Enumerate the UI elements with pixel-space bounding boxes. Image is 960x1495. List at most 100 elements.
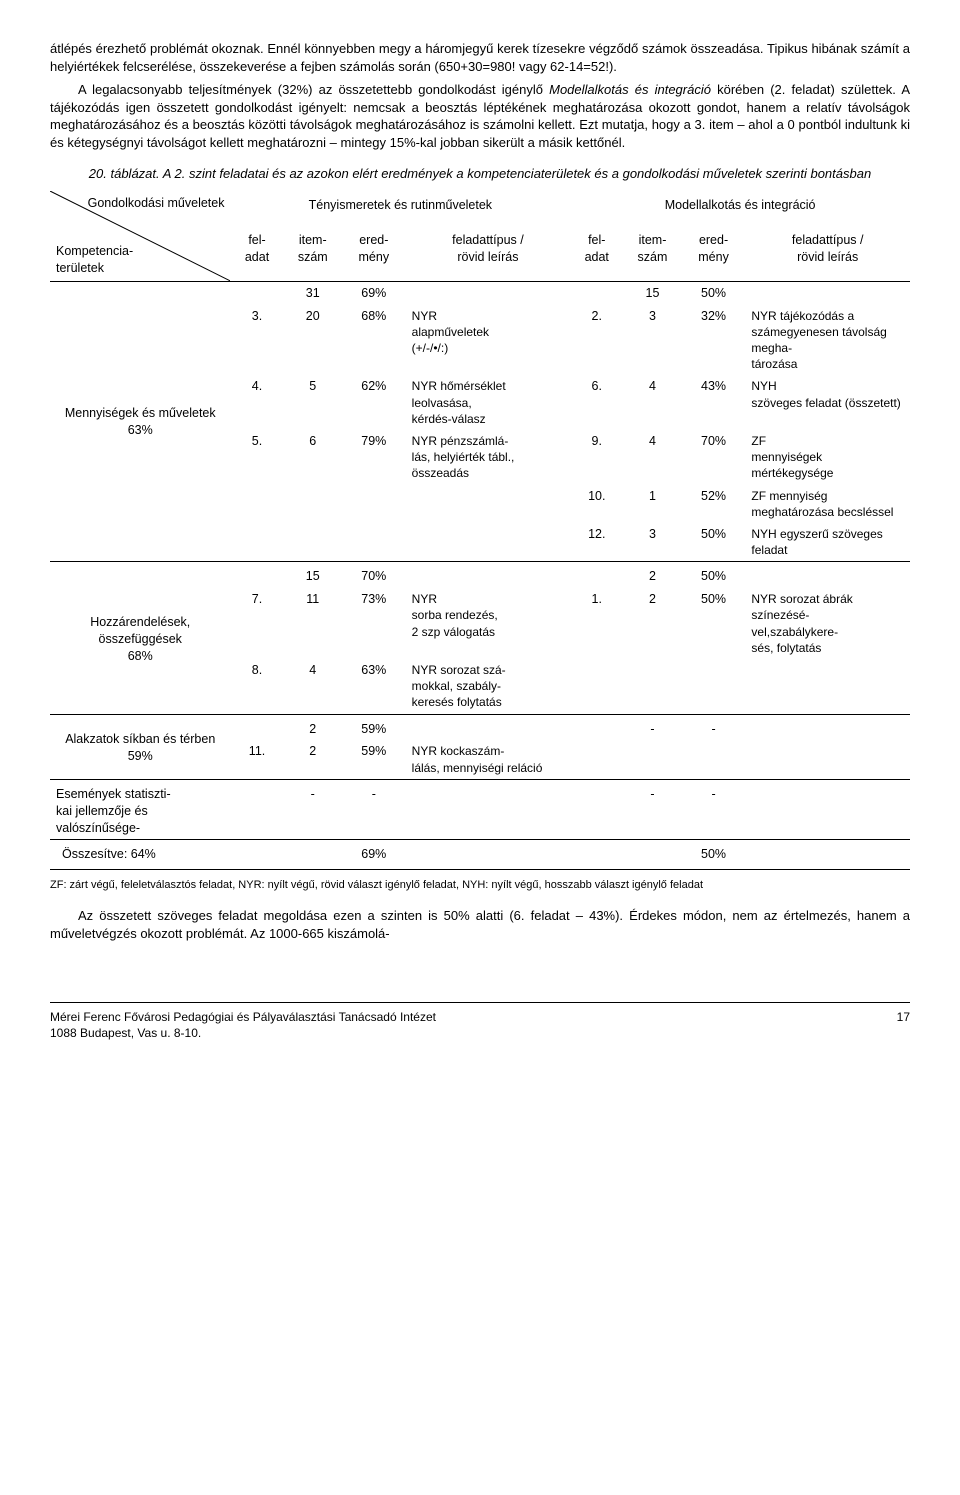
cell: 63% xyxy=(342,659,406,714)
cell: NYR hőmérséklet leolvasása, kérdés-válas… xyxy=(406,375,571,430)
cell: ZF mennyiségek mértékegysége xyxy=(745,430,910,485)
cell: 20 xyxy=(284,305,342,376)
cell: 1 xyxy=(623,485,681,523)
table-row: Mennyiségek és műveletek 63% 3169% 1550% xyxy=(50,281,910,304)
cell: 5 xyxy=(284,375,342,430)
cell: 4 xyxy=(284,659,342,714)
cell: 3 xyxy=(623,523,681,562)
paragraph-1: átlépés érezhető problémát okoznak. Enné… xyxy=(50,40,910,75)
table-row: Alakzatok síkban és térben 59% 259% -- xyxy=(50,714,910,740)
cell: NYR alapműveletek (+/-/•/:) xyxy=(406,305,571,376)
row4-label: Események statiszti- kai jellemzője és v… xyxy=(50,779,230,840)
cell: 69% xyxy=(342,281,406,304)
cell: 70% xyxy=(682,430,746,485)
col-fel-1: fel- adat xyxy=(230,229,283,281)
diagonal-header: Gondolkodási műveletek Kompetencia- terü… xyxy=(50,191,230,282)
cell: 59% xyxy=(342,714,406,740)
col-item-1: item- szám xyxy=(284,229,342,281)
cell: 6. xyxy=(570,375,623,430)
cell: 50% xyxy=(682,588,746,659)
cell: 15 xyxy=(284,562,342,588)
cell: 62% xyxy=(342,375,406,430)
table-legend: ZF: zárt végű, feleletválasztós feladat,… xyxy=(50,878,910,893)
cell: - xyxy=(284,779,342,840)
col-desc-2: feladattípus / rövid leírás xyxy=(745,229,910,281)
cell: 3 xyxy=(623,305,681,376)
group-header-row: Gondolkodási műveletek Kompetencia- terü… xyxy=(50,191,910,229)
footer-institution: Mérei Ferenc Fővárosi Pedagógiai és Pály… xyxy=(50,1009,436,1025)
para2-b: Modellalkotás és integráció xyxy=(549,82,711,97)
col-ered-1: ered- mény xyxy=(342,229,406,281)
table-row: Események statiszti- kai jellemzője és v… xyxy=(50,779,910,840)
cell: 8. xyxy=(230,659,283,714)
table-row: Hozzárendelések, összefüggések 68% 1570%… xyxy=(50,562,910,588)
cell: 50% xyxy=(682,562,746,588)
results-table: Gondolkodási műveletek Kompetencia- terü… xyxy=(50,191,910,870)
cell: 4 xyxy=(623,430,681,485)
cell: 79% xyxy=(342,430,406,485)
cell: 2 xyxy=(623,588,681,659)
cell: 68% xyxy=(342,305,406,376)
footer-address: 1088 Budapest, Vas u. 8-10. xyxy=(50,1025,436,1041)
para2-a: A legalacsonyabb teljesítmények (32%) az… xyxy=(78,82,549,97)
cell: ZF mennyiség meghatározása becsléssel xyxy=(745,485,910,523)
row3-label: Alakzatok síkban és térben 59% xyxy=(50,714,230,779)
cell: 6 xyxy=(284,430,342,485)
cell: - xyxy=(623,779,681,840)
cell: 59% xyxy=(342,740,406,779)
total-row: Összesítve: 64% 69% 50% xyxy=(50,840,910,870)
page-footer: Mérei Ferenc Fővárosi Pedagógiai és Pály… xyxy=(50,1002,910,1041)
cell: - xyxy=(623,714,681,740)
cell: 31 xyxy=(284,281,342,304)
group2-header: Modellalkotás és integráció xyxy=(570,191,910,229)
cell: NYR sorozat ábrák színezésé- vel,szabály… xyxy=(745,588,910,659)
cell: NYR pénzszámlá- lás, helyiérték tábl., ö… xyxy=(406,430,571,485)
total-label: Összesítve: 64% xyxy=(50,840,230,870)
cell: 2 xyxy=(284,714,342,740)
cell: 10. xyxy=(570,485,623,523)
paragraph-after: Az összetett szöveges feladat megoldása … xyxy=(50,907,910,942)
paragraph-2: A legalacsonyabb teljesítmények (32%) az… xyxy=(50,81,910,151)
cell: 5. xyxy=(230,430,283,485)
cell: - xyxy=(342,779,406,840)
cell: 50% xyxy=(682,840,746,870)
diag-top-label: Gondolkodási műveletek xyxy=(88,195,225,212)
cell: 2. xyxy=(570,305,623,376)
cell: 69% xyxy=(342,840,406,870)
cell: 11 xyxy=(284,588,342,659)
cell: 70% xyxy=(342,562,406,588)
cell: NYR sorozat szá- mokkal, szabály- keresé… xyxy=(406,659,571,714)
diag-top-text: Gondolkodási műveletek xyxy=(88,196,225,210)
footer-left: Mérei Ferenc Fővárosi Pedagógiai és Pály… xyxy=(50,1009,436,1041)
cell: 12. xyxy=(570,523,623,562)
cell: 73% xyxy=(342,588,406,659)
cell: 11. xyxy=(230,740,283,779)
cell: 52% xyxy=(682,485,746,523)
diag-bot-label: Kompetencia- területek xyxy=(56,243,133,277)
cell: 7. xyxy=(230,588,283,659)
cell: 1. xyxy=(570,588,623,659)
col-item-2: item- szám xyxy=(623,229,681,281)
cell: NYR kockaszám- lálás, mennyiségi reláció xyxy=(406,740,571,779)
cell: 15 xyxy=(623,281,681,304)
cell: 43% xyxy=(682,375,746,430)
cell: - xyxy=(682,714,746,740)
col-ered-2: ered- mény xyxy=(682,229,746,281)
row2-label: Hozzárendelések, összefüggések 68% xyxy=(50,562,230,714)
group1-header: Tényismeretek és rutinműveletek xyxy=(230,191,570,229)
cell: 50% xyxy=(682,281,746,304)
col-desc-1: feladattípus / rövid leírás xyxy=(406,229,571,281)
row1-label: Mennyiségek és műveletek 63% xyxy=(50,281,230,562)
table-caption: 20. táblázat. A 2. szint feladatai és az… xyxy=(50,165,910,183)
cell: 2 xyxy=(284,740,342,779)
cell: 9. xyxy=(570,430,623,485)
footer-page-number: 17 xyxy=(897,1009,910,1041)
cell: 50% xyxy=(682,523,746,562)
cell: NYR sorba rendezés, 2 szp válogatás xyxy=(406,588,571,659)
cell: NYR tájékozódás a számegyenesen távolság… xyxy=(745,305,910,376)
cell: 3. xyxy=(230,305,283,376)
cell: - xyxy=(682,779,746,840)
col-fel-2: fel- adat xyxy=(570,229,623,281)
cell: 4. xyxy=(230,375,283,430)
cell: NYH szöveges feladat (összetett) xyxy=(745,375,910,430)
